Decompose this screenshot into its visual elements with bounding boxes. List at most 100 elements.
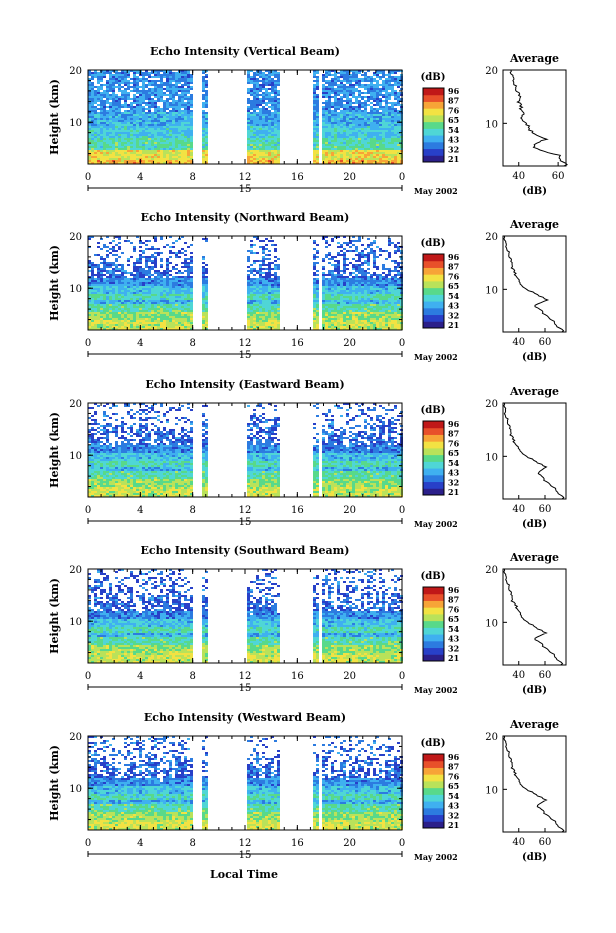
- heatmap-cell: [262, 94, 265, 96]
- heatmap-cell: [352, 96, 355, 98]
- heatmap-cell: [136, 108, 139, 110]
- heatmap-cell: [343, 142, 346, 144]
- heatmap-cell: [187, 100, 190, 102]
- heatmap-cell: [91, 308, 94, 310]
- heatmap-cell: [157, 290, 160, 292]
- heatmap-cell: [148, 96, 151, 98]
- colorbar-swatch: [423, 155, 444, 162]
- heatmap-cell: [100, 296, 103, 298]
- heatmap-cell: [313, 124, 316, 126]
- heatmap-cell: [106, 316, 109, 318]
- heatmap-cell: [184, 130, 187, 132]
- heatmap-cell: [178, 78, 181, 80]
- heatmap-cell: [250, 152, 253, 154]
- heatmap-cell: [100, 262, 103, 264]
- heatmap-cell: [103, 312, 106, 314]
- heatmap-cell: [97, 316, 100, 318]
- heatmap-cell: [118, 242, 121, 244]
- heatmap-cell: [169, 286, 172, 288]
- heatmap-cell: [337, 122, 340, 124]
- heatmap-cell: [262, 142, 265, 144]
- heatmap-cell: [331, 74, 334, 76]
- heatmap-cell: [256, 142, 259, 144]
- heatmap-cell: [262, 138, 265, 140]
- heatmap-cell: [373, 80, 376, 82]
- heatmap-cell: [121, 82, 124, 84]
- heatmap-cell: [394, 92, 397, 94]
- heatmap-cell: [331, 88, 334, 90]
- heatmap-cell: [253, 84, 256, 86]
- heatmap-cell: [202, 316, 205, 318]
- heatmap-cell: [340, 160, 343, 162]
- heatmap-cell: [157, 154, 160, 156]
- heatmap-cell: [124, 322, 127, 324]
- heatmap-cell: [268, 114, 271, 116]
- heatmap-cell: [262, 322, 265, 324]
- heatmap-cell: [322, 86, 325, 88]
- heatmap-cell: [253, 90, 256, 92]
- heatmap-cell: [109, 80, 112, 82]
- heatmap-cell: [391, 120, 394, 122]
- heatmap-cell: [355, 108, 358, 110]
- heatmap-cell: [142, 282, 145, 284]
- heatmap-cell: [157, 146, 160, 148]
- heatmap-cell: [256, 98, 259, 100]
- heatmap-cell: [274, 80, 277, 82]
- heatmap-cell: [124, 320, 127, 322]
- heatmap-cell: [97, 160, 100, 162]
- heatmap-cell: [145, 158, 148, 160]
- heatmap-cell: [175, 286, 178, 288]
- heatmap-cell: [142, 148, 145, 150]
- heatmap-cell: [166, 308, 169, 310]
- heatmap-cell: [163, 286, 166, 288]
- heatmap-cell: [94, 326, 97, 328]
- heatmap-cell: [370, 110, 373, 112]
- heatmap-cell: [337, 136, 340, 138]
- heatmap-cell: [334, 96, 337, 98]
- heatmap-cell: [337, 102, 340, 104]
- heatmap-cell: [262, 260, 265, 262]
- heatmap-cell: [103, 270, 106, 272]
- heatmap-cell: [340, 92, 343, 94]
- heatmap-cell: [151, 134, 154, 136]
- heatmap-cell: [133, 320, 136, 322]
- heatmap-cell: [127, 122, 130, 124]
- heatmap-cell: [253, 138, 256, 140]
- heatmap-cell: [334, 102, 337, 104]
- heatmap-cell: [346, 108, 349, 110]
- heatmap-cell: [184, 250, 187, 252]
- heatmap-cell: [262, 256, 265, 258]
- heatmap-cell: [160, 148, 163, 150]
- heatmap-cell: [334, 78, 337, 80]
- heatmap-cell: [256, 284, 259, 286]
- heatmap-cell: [121, 264, 124, 266]
- heatmap-cell: [271, 138, 274, 140]
- heatmap-cell: [175, 310, 178, 312]
- heatmap-cell: [346, 82, 349, 84]
- heatmap-cell: [181, 134, 184, 136]
- heatmap-cell: [112, 94, 115, 96]
- heatmap-cell: [163, 132, 166, 134]
- heatmap-cell: [343, 160, 346, 162]
- heatmap-cell: [175, 138, 178, 140]
- heatmap-cell: [109, 112, 112, 114]
- heatmap-cell: [136, 110, 139, 112]
- x-tick-label: 16: [291, 172, 304, 183]
- heatmap-cell: [133, 274, 136, 276]
- heatmap-cell: [142, 326, 145, 328]
- heatmap-cell: [253, 324, 256, 326]
- heatmap-cell: [115, 244, 118, 246]
- heatmap-cell: [349, 102, 352, 104]
- heatmap-cell: [247, 130, 250, 132]
- heatmap-cell: [145, 140, 148, 142]
- heatmap-cell: [136, 92, 139, 94]
- heatmap-cell: [313, 94, 316, 96]
- heatmap-cell: [94, 312, 97, 314]
- heatmap-cell: [361, 148, 364, 150]
- heatmap-cell: [277, 94, 280, 96]
- heatmap-cell: [136, 310, 139, 312]
- heatmap-cell: [277, 74, 280, 76]
- heatmap-cell: [148, 296, 151, 298]
- heatmap-cell: [256, 308, 259, 310]
- heatmap-cell: [358, 160, 361, 162]
